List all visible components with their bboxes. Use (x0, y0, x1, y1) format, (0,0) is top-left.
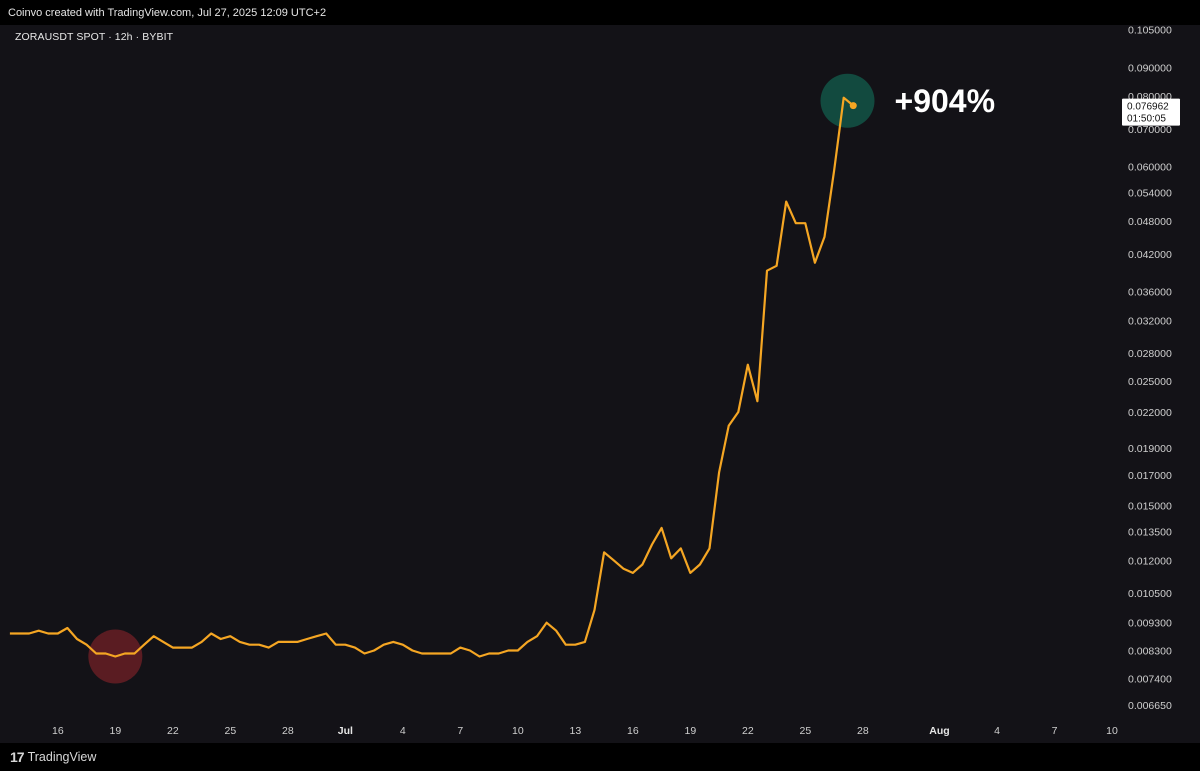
price-axis[interactable]: 0.1050000.0900000.0800000.0700000.060000… (1128, 25, 1172, 712)
y-tick-label: 0.032000 (1128, 315, 1172, 327)
y-tick-label: 0.042000 (1128, 249, 1172, 261)
tradingview-logo[interactable]: 17 TradingView (10, 749, 96, 765)
last-price-dot (849, 102, 857, 110)
y-tick-label: 0.090000 (1128, 62, 1172, 74)
x-tick-label: Aug (929, 725, 949, 737)
y-tick-label: 0.054000 (1128, 187, 1172, 199)
tradingview-brand: TradingView (27, 750, 97, 764)
y-tick-label: 0.105000 (1128, 25, 1172, 37)
y-tick-label: 0.015000 (1128, 501, 1172, 513)
x-tick-label: 22 (742, 725, 754, 737)
y-tick-label: 0.025000 (1128, 376, 1172, 388)
y-tick-label: 0.008300 (1128, 646, 1172, 658)
price-line[interactable] (9, 96, 854, 658)
y-tick-label: 0.019000 (1128, 443, 1172, 455)
y-tick-label: 0.017000 (1128, 470, 1172, 482)
gain-annotation: +904% (895, 83, 996, 119)
y-tick-label: 0.060000 (1128, 162, 1172, 174)
y-tick-label: 0.007400 (1128, 674, 1172, 686)
x-tick-label: 28 (282, 725, 294, 737)
y-tick-label: 0.028000 (1128, 348, 1172, 360)
credit-bar: Coinvo created with TradingView.com, Jul… (0, 0, 1200, 25)
x-tick-label: 25 (224, 725, 236, 737)
x-tick-label: 10 (1106, 725, 1118, 737)
x-tick-label: 16 (627, 725, 639, 737)
x-tick-label: 7 (457, 725, 463, 737)
y-tick-label: 0.010500 (1128, 588, 1172, 600)
last-price-label: 0.076962 01:50:05 (1122, 98, 1180, 126)
y-tick-label: 0.022000 (1128, 407, 1172, 419)
tradingview-mark-icon: 17 (10, 749, 25, 765)
x-tick-label: 28 (857, 725, 869, 737)
y-tick-label: 0.070000 (1128, 124, 1172, 136)
x-tick-label: 4 (994, 725, 1000, 737)
x-tick-label: Jul (338, 725, 353, 737)
x-tick-label: 16 (52, 725, 64, 737)
x-tick-label: 13 (569, 725, 581, 737)
y-tick-label: 0.048000 (1128, 216, 1172, 228)
y-tick-label: 0.006650 (1128, 700, 1172, 712)
credit-text: Coinvo created with TradingView.com, Jul… (8, 6, 327, 19)
footer-bar: 17 TradingView (0, 743, 1200, 771)
y-tick-label: 0.013500 (1128, 527, 1172, 539)
x-tick-label: 19 (684, 725, 696, 737)
x-tick-label: 19 (109, 725, 121, 737)
x-tick-label: 4 (400, 725, 406, 737)
chart-pane[interactable] (8, 25, 1200, 743)
y-tick-label: 0.012000 (1128, 555, 1172, 567)
symbol-title[interactable]: ZORAUSDT SPOT · 12h · BYBIT (15, 31, 174, 43)
time-axis[interactable]: 16 19 22 25 28 Jul 4 7 10 13 16 19 22 25 28 Aug 4 7 10 (52, 725, 1118, 737)
y-tick-label: 0.036000 (1128, 287, 1172, 299)
bar-countdown: 01:50:05 (1127, 114, 1166, 125)
x-tick-label: 7 (1052, 725, 1058, 737)
x-tick-label: 25 (799, 725, 811, 737)
y-tick-label: 0.009300 (1128, 618, 1172, 630)
last-price-value: 0.076962 (1127, 102, 1169, 113)
x-tick-label: 10 (512, 725, 524, 737)
x-tick-label: 22 (167, 725, 179, 737)
